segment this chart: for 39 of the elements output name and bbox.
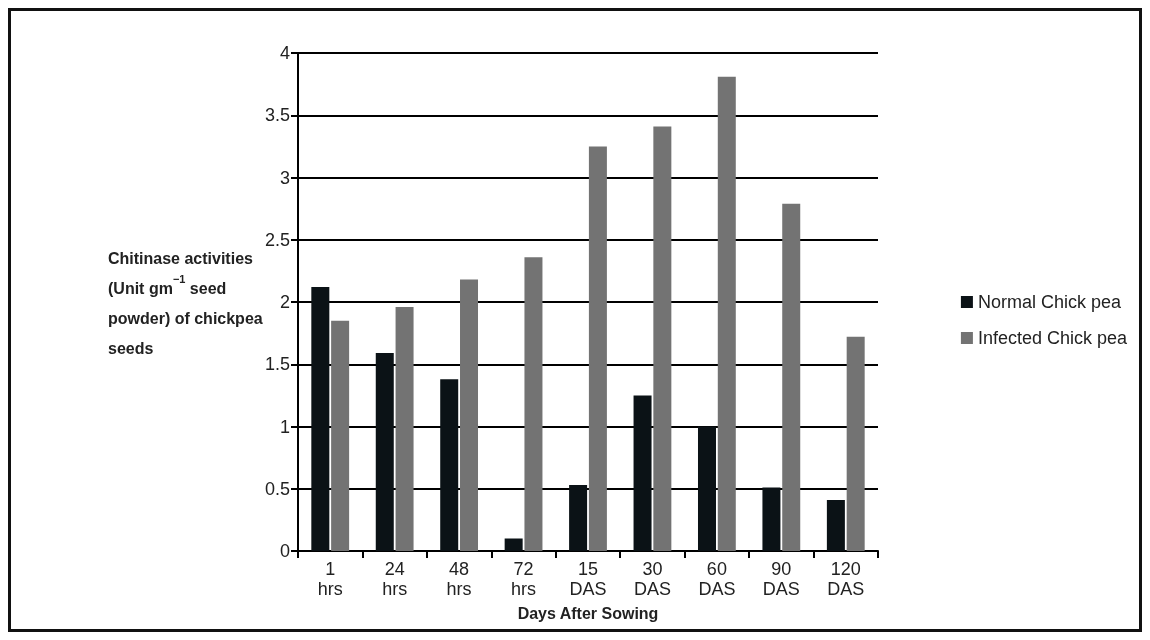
bar xyxy=(440,379,459,551)
y-tick-label: 3.5 xyxy=(264,105,290,126)
x-tick-label: 120 DAS xyxy=(827,559,865,599)
bar xyxy=(375,353,394,551)
bar xyxy=(588,146,607,551)
y-tick-label: 2.5 xyxy=(264,229,290,250)
bar xyxy=(460,279,479,551)
bar xyxy=(653,126,672,551)
bar xyxy=(395,306,414,551)
bar xyxy=(504,538,523,551)
x-tick-label: 60 DAS xyxy=(698,559,736,599)
y-tick-label: 1 xyxy=(279,416,290,437)
y-tick-label: 0 xyxy=(279,541,290,561)
x-tick-label: 1 hrs xyxy=(317,559,343,599)
bar xyxy=(524,257,543,551)
x-tick-label: 15 DAS xyxy=(569,559,607,599)
legend-label: Infected Chick pea xyxy=(977,328,1128,348)
bar xyxy=(826,499,845,551)
x-tick-label: 24 hrs xyxy=(382,559,408,599)
y-tick-label: 3 xyxy=(279,167,290,188)
x-axis-title: Days After Sowing xyxy=(517,604,659,622)
bar xyxy=(331,320,350,551)
bar xyxy=(782,203,801,551)
y-tick-label: 1.5 xyxy=(264,354,290,375)
x-tick-label: 30 DAS xyxy=(633,559,671,599)
bar xyxy=(633,395,652,551)
bar xyxy=(717,76,736,551)
y-tick-label: 0.5 xyxy=(264,478,290,499)
bar xyxy=(846,336,865,551)
x-tick-label: 72 hrs xyxy=(511,559,537,599)
x-tick-label: 48 hrs xyxy=(446,559,472,599)
x-tick-label: 90 DAS xyxy=(762,559,800,599)
bar xyxy=(762,487,781,551)
legend-label: Normal Chick pea xyxy=(977,292,1122,312)
y-tick-label: 4 xyxy=(279,43,290,63)
y-tick-label: 2 xyxy=(279,292,290,312)
bar xyxy=(697,426,716,551)
bar xyxy=(569,485,588,551)
bar xyxy=(311,287,330,551)
